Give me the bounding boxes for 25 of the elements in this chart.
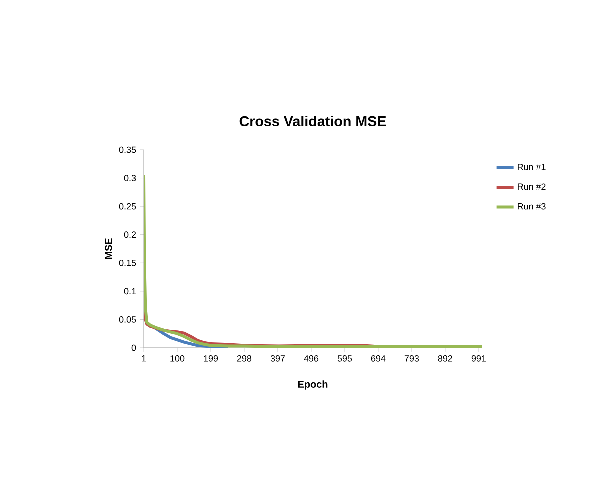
x-tick-label: 595 — [338, 356, 352, 362]
y-tick-label: 0.1 — [124, 288, 136, 295]
y-tick-label: 0.05 — [119, 316, 136, 323]
y-tick-label: 0.15 — [119, 260, 136, 266]
x-tick-label: 793 — [404, 356, 420, 362]
legend-label: Run #3 — [518, 203, 546, 210]
x-tick-label: 496 — [304, 356, 319, 362]
y-tick-label: 0.35 — [119, 146, 136, 154]
y-tick-label: 0.25 — [119, 203, 136, 210]
y-tick-label: 0 — [132, 344, 136, 352]
x-tick-label: 694 — [371, 356, 386, 362]
x-tick-label: 199 — [204, 356, 218, 362]
y-axis-title: MSE — [105, 238, 112, 260]
x-tick-label: 298 — [237, 356, 252, 362]
x-tick-label: 892 — [438, 356, 452, 362]
y-tick-label: 0.2 — [124, 232, 136, 238]
chart-title: Cross Validation MSE — [240, 116, 386, 127]
x-axis-title: Epoch — [298, 380, 328, 390]
legend-label: Run #1 — [518, 164, 546, 170]
y-tick-label: 0.3 — [124, 175, 136, 182]
legend-label: Run #2 — [518, 184, 546, 190]
x-tick-label: 397 — [270, 356, 286, 362]
x-tick-label: 100 — [170, 356, 185, 362]
x-tick-label: 991 — [472, 356, 486, 362]
x-tick-label: 1 — [142, 356, 146, 362]
